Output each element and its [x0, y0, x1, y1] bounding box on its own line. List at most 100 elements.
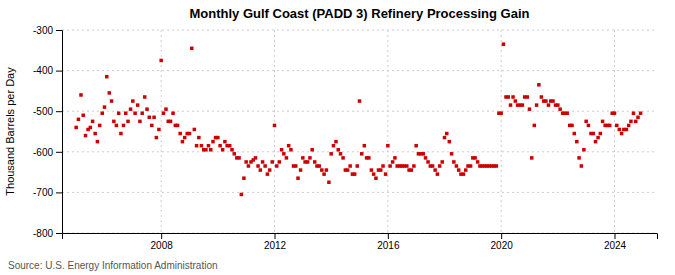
- point: [580, 164, 584, 168]
- point: [565, 111, 569, 115]
- point: [278, 160, 282, 164]
- point: [495, 164, 499, 168]
- point: [528, 107, 532, 111]
- x-tick: 2008: [151, 233, 174, 251]
- point: [254, 156, 258, 160]
- x-grid-line: [501, 30, 502, 233]
- y-tick-mark: [56, 30, 62, 31]
- point: [233, 152, 237, 156]
- y-tick-mark: [56, 152, 62, 153]
- point: [374, 176, 378, 180]
- point: [521, 103, 525, 107]
- point: [627, 124, 631, 128]
- point: [230, 148, 234, 152]
- point: [634, 120, 638, 124]
- y-tick: -800: [33, 228, 62, 239]
- title: Monthly Gulf Coast (PADD 3) Refinery Pro…: [190, 6, 530, 21]
- point: [535, 103, 539, 107]
- point: [228, 144, 232, 148]
- x-tick-label: 2016: [377, 240, 400, 251]
- point: [138, 120, 142, 124]
- y-axis-title: Thousand Barrels per Day: [4, 67, 16, 196]
- y-axis: -800-700-600-500-400-300: [33, 25, 63, 239]
- point: [445, 132, 449, 136]
- point: [379, 168, 383, 172]
- y-tick: -600: [33, 147, 62, 158]
- point: [119, 132, 123, 136]
- point: [155, 136, 159, 140]
- point: [551, 99, 555, 103]
- point: [509, 103, 513, 107]
- point: [632, 111, 636, 115]
- point: [636, 116, 640, 120]
- point: [639, 111, 643, 115]
- point: [148, 116, 152, 120]
- point: [178, 132, 182, 136]
- point: [282, 152, 286, 156]
- point: [337, 148, 341, 152]
- point: [388, 164, 392, 168]
- point: [594, 140, 598, 144]
- point: [143, 95, 147, 99]
- point: [327, 181, 331, 185]
- point: [558, 107, 562, 111]
- point: [476, 160, 480, 164]
- x-tick: 2024: [604, 233, 627, 251]
- point: [511, 95, 514, 99]
- point: [89, 126, 93, 130]
- point: [436, 172, 440, 176]
- point: [171, 111, 175, 115]
- x-tick-mark: [275, 233, 276, 239]
- point: [452, 160, 456, 164]
- point: [129, 107, 133, 111]
- point: [629, 120, 633, 124]
- x-tick-mark: [501, 233, 502, 239]
- point: [77, 118, 81, 122]
- y-tick-mark: [56, 192, 62, 193]
- point: [150, 124, 154, 128]
- point: [325, 168, 329, 172]
- point: [266, 172, 270, 176]
- point: [299, 168, 303, 172]
- point: [412, 164, 416, 168]
- point: [584, 120, 588, 124]
- point: [126, 120, 129, 124]
- point: [159, 59, 163, 63]
- point: [82, 114, 86, 118]
- y-tick-label: -400: [33, 65, 53, 76]
- x-axis-line: [63, 234, 658, 240]
- point: [197, 136, 201, 140]
- x-tick-label: 2008: [151, 240, 174, 251]
- point: [405, 164, 409, 168]
- point: [152, 116, 156, 120]
- point: [195, 144, 199, 148]
- x-axis: 20082012201620202024: [63, 233, 658, 251]
- point: [450, 152, 454, 156]
- point: [162, 111, 166, 115]
- grid: [62, 30, 657, 233]
- point: [176, 124, 180, 128]
- point: [183, 136, 187, 140]
- point: [599, 132, 603, 136]
- point: [332, 144, 336, 148]
- point: [613, 111, 617, 115]
- point: [573, 132, 577, 136]
- point: [124, 111, 128, 115]
- point: [514, 99, 518, 103]
- point: [525, 95, 529, 99]
- point: [140, 111, 144, 115]
- point: [289, 148, 293, 152]
- point: [112, 120, 116, 124]
- point: [308, 156, 312, 160]
- x-grid-line: [274, 30, 275, 233]
- point: [457, 168, 461, 172]
- point: [145, 107, 149, 111]
- y-tick: -700: [33, 187, 62, 198]
- point: [310, 148, 314, 152]
- point: [540, 95, 544, 99]
- point: [329, 152, 333, 156]
- point: [320, 168, 324, 172]
- source-note: Source: U.S. Energy Information Administ…: [8, 260, 218, 271]
- point: [273, 124, 277, 128]
- point: [181, 140, 185, 144]
